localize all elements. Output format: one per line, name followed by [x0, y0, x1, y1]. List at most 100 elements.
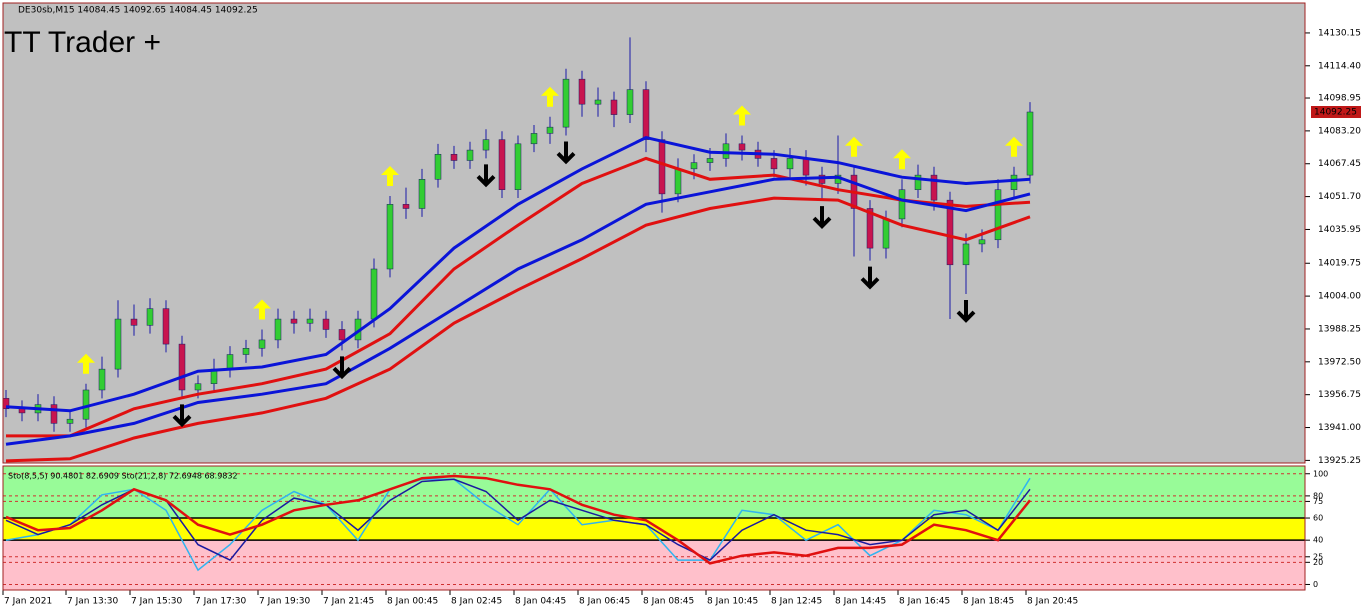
main-pane [3, 3, 1305, 463]
candle-body [626, 89, 634, 115]
moving-average [5, 136, 1031, 413]
stoch-band [3, 540, 1305, 590]
x-tick-label: 8 Jan 18:45 [963, 597, 1014, 607]
buy-arrow [893, 149, 911, 170]
y-tick-label: 25 [1313, 552, 1323, 561]
candle-body [770, 158, 778, 170]
y-tick-label: 75 [1313, 497, 1323, 506]
buy-arrow [845, 136, 863, 157]
candle-body [866, 208, 874, 249]
candle-body [418, 179, 426, 209]
candle-body [178, 343, 186, 391]
candle-body [898, 189, 906, 220]
y-tick-label: 80 [1313, 491, 1323, 500]
x-tick-label: 7 Jan 19:30 [259, 597, 311, 607]
y-tick-label: 14130.15 [1318, 28, 1361, 38]
main-pane-border [2, 2, 1306, 464]
y-tick-label: 13925.25 [1318, 456, 1361, 466]
stoch-header: Sto(8,5,5) 90.4801 82.6909 Sto(21,2,8) 7… [8, 472, 238, 481]
candle-body [114, 318, 122, 370]
last-price-label: 14092.25 [1314, 108, 1357, 118]
x-tick-label: 8 Jan 08:45 [643, 597, 694, 607]
indicator-title: TT Trader + [4, 26, 161, 59]
stoch-line [5, 477, 1031, 572]
candle-body [258, 339, 266, 349]
x-tick-label: 7 Jan 15:30 [131, 597, 183, 607]
candle-body [450, 153, 458, 161]
y-tick-label: 14004.00 [1318, 292, 1361, 302]
candle-body [482, 139, 490, 151]
candle-body [658, 139, 666, 195]
candle-body [274, 318, 282, 341]
x-tick-label: 8 Jan 00:45 [387, 597, 438, 607]
stoch-line [5, 478, 1031, 562]
sell-arrow [956, 300, 976, 323]
candle-body [978, 239, 986, 245]
candle-body [690, 162, 698, 170]
y-tick-label: 14035.95 [1318, 225, 1361, 235]
candle-body [578, 78, 586, 105]
candle-body [802, 158, 810, 176]
stoch-line [5, 474, 1031, 565]
stoch-band [3, 466, 1305, 519]
candle-body [306, 318, 314, 324]
y-tick-label: 0 [1313, 580, 1318, 589]
symbol-header: DE30sb,M15 14084.45 14092.65 14084.45 14… [18, 6, 258, 16]
x-tick-label: 8 Jan 14:45 [835, 597, 886, 607]
stoch-pane-border [2, 465, 1306, 591]
candle-body [546, 126, 554, 134]
candle-body [402, 204, 410, 209]
candle-body [962, 243, 970, 266]
candle-body [1010, 174, 1018, 190]
buy-arrow [733, 105, 751, 126]
x-tick-label: 7 Jan 21:45 [323, 597, 374, 607]
y-tick-label: 60 [1313, 514, 1323, 523]
x-tick-label: 8 Jan 04:45 [515, 597, 566, 607]
buy-arrow [381, 165, 399, 186]
candle-body [130, 318, 138, 326]
candle-body [562, 78, 570, 128]
buy-arrow [77, 353, 95, 374]
x-tick-label: 7 Jan 17:30 [195, 597, 247, 607]
y-tick-label: 14098.95 [1318, 94, 1361, 104]
candle-body [674, 168, 682, 195]
sell-arrow [812, 206, 832, 229]
x-tick-label: 8 Jan 16:45 [899, 597, 950, 607]
sell-arrow [172, 404, 192, 428]
buy-arrow [541, 86, 559, 107]
x-tick-label: 8 Jan 12:45 [771, 597, 822, 607]
candle-body [642, 89, 650, 140]
candle-body [242, 348, 250, 355]
y-tick-label: 20 [1313, 558, 1323, 567]
sell-arrow [332, 356, 352, 380]
candle-body [50, 404, 58, 424]
sell-arrow [860, 266, 880, 290]
candle-body [594, 99, 602, 105]
sell-arrow [556, 141, 576, 165]
y-tick-label: 13972.50 [1318, 357, 1361, 367]
candle-body [434, 153, 442, 180]
candle-body [386, 204, 394, 270]
candle-body [290, 318, 298, 324]
moving-average [5, 175, 1031, 446]
y-tick-label: 13988.25 [1318, 324, 1361, 334]
candle-body [370, 268, 378, 320]
y-tick-label: 14051.70 [1318, 192, 1361, 202]
y-tick-label: 14019.75 [1318, 259, 1361, 269]
x-tick-label: 8 Jan 02:45 [451, 597, 502, 607]
candle-body [98, 368, 106, 391]
candle-body [514, 143, 522, 190]
buy-arrow [253, 299, 271, 320]
y-tick-label: 40 [1313, 536, 1323, 545]
candle-body [498, 139, 506, 190]
candle-body [1026, 111, 1034, 176]
sell-arrow [476, 164, 496, 188]
candle-body [994, 189, 1002, 241]
candle-body [914, 174, 922, 190]
x-tick-label: 7 Jan 13:30 [67, 597, 119, 607]
y-tick-label: 14083.20 [1318, 126, 1361, 136]
candle-body [738, 143, 746, 151]
candle-body [786, 158, 794, 170]
candle-body [226, 354, 234, 370]
